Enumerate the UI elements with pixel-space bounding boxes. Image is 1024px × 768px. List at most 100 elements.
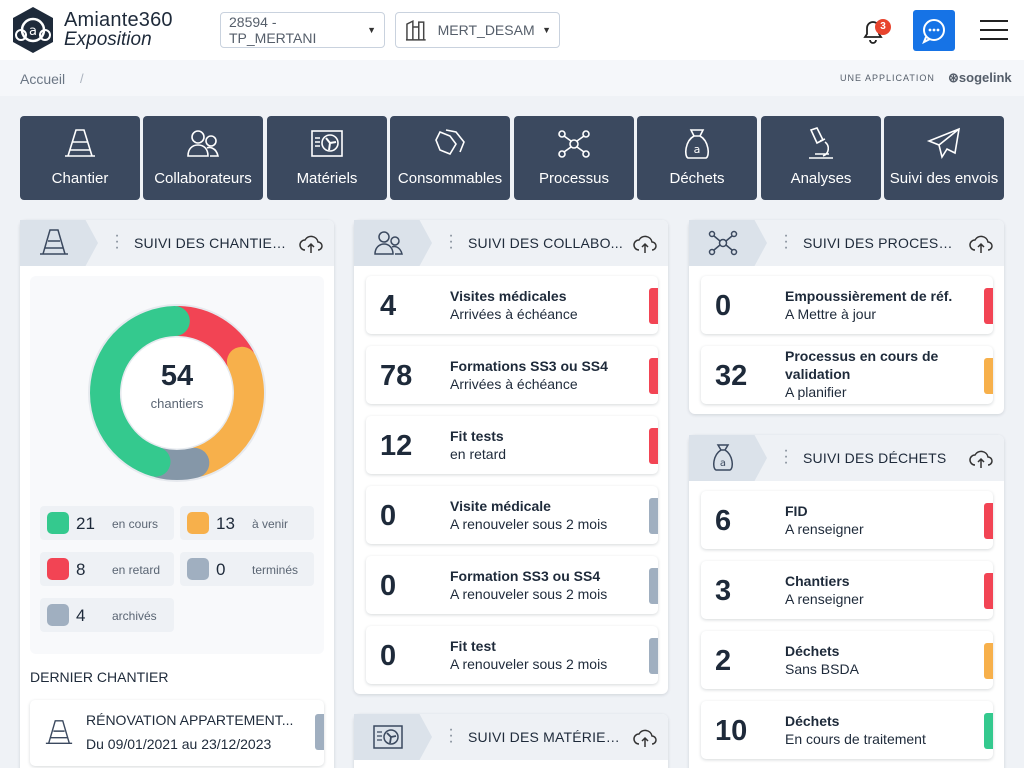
more-options-icon[interactable]: · · · — [783, 227, 789, 256]
stat-item[interactable]: 0 Visite médicale A renouveler sous 2 mo… — [366, 486, 658, 544]
legend-value: 4 — [76, 606, 86, 625]
stat-subtitle: Sans BSDA — [785, 661, 859, 677]
stat-subtitle: en retard — [450, 446, 507, 462]
hamburger-menu-icon[interactable] — [980, 20, 1008, 40]
more-options-icon[interactable]: · · · — [448, 721, 454, 750]
stat-value: 32 — [715, 360, 748, 392]
stat-subtitle: A renouveler sous 2 mois — [450, 516, 608, 532]
stat-item[interactable]: 78 Formations SS3 ou SS4 Arrivées à éché… — [366, 346, 658, 404]
tile-label: Collaborateurs — [154, 170, 252, 187]
stat-item[interactable]: 12 Fit tests en retard — [366, 416, 658, 474]
app-label: UNE APPLICATION — [840, 73, 935, 83]
legend-swatch — [187, 558, 209, 580]
legend-archives[interactable]: 4 archivés — [40, 598, 174, 632]
cloud-upload-icon[interactable] — [968, 231, 994, 257]
amiante360-logo-icon[interactable]: a — [10, 5, 56, 55]
legend-label: archivés — [112, 609, 157, 623]
status-bar — [649, 568, 658, 604]
stat-value: 0 — [380, 500, 397, 532]
chevron-down-icon: ▼ — [367, 25, 376, 35]
module-tiles: Chantier Collaborateurs Matériels Consom… — [20, 116, 1004, 200]
stat-title: Empoussièrement de réf. — [785, 288, 953, 304]
project-select[interactable]: 28594 - TP_MERTANI ▼ — [220, 12, 385, 48]
donut-segment-à-venir — [183, 346, 264, 477]
stat-item[interactable]: 0 Empoussièrement de réf. A Mettre à jou… — [701, 276, 993, 334]
chat-button[interactable] — [913, 10, 955, 51]
donut-total: 54 — [160, 360, 194, 392]
stat-item[interactable]: 0 Formation SS3 ou SS4 A renouveler sous… — [366, 556, 658, 614]
legend-a-venir[interactable]: 13 à venir — [180, 506, 314, 540]
cone-icon — [45, 720, 73, 745]
network-icon — [708, 230, 738, 256]
legend-swatch — [47, 558, 69, 580]
cloud-upload-icon[interactable] — [632, 231, 658, 257]
cloud-upload-icon[interactable] — [968, 446, 994, 472]
stat-title: Formations SS3 ou SS4 — [450, 358, 608, 374]
breadcrumb: Accueil / UNE APPLICATION ⊛sogelink — [0, 60, 1024, 96]
stat-subtitle: A renouveler sous 2 mois — [450, 656, 608, 672]
stat-title-line2: validation — [785, 366, 851, 382]
tile-label: Chantier — [51, 170, 109, 187]
status-bar — [984, 573, 993, 609]
fan-box-icon — [373, 725, 403, 749]
legend-en-cours[interactable]: 21 en cours — [40, 506, 174, 540]
cone-icon — [40, 229, 68, 255]
stat-item[interactable]: 4 Visites médicales Arrivées à échéance — [366, 276, 658, 334]
card-header: a · · · SUIVI DES DÉCHETS — [689, 435, 1004, 481]
tile-chantier[interactable]: Chantier — [20, 116, 140, 200]
last-chantier-card[interactable]: RÉNOVATION APPARTEMENT... Du 09/01/2021 … — [30, 700, 324, 766]
more-options-icon[interactable]: · · · — [114, 227, 120, 256]
more-options-icon[interactable]: · · · — [783, 442, 789, 471]
card-icon-tab: a — [689, 435, 767, 481]
legend-value: 0 — [216, 560, 226, 579]
stat-value: 10 — [715, 715, 748, 747]
legend-value: 13 — [216, 514, 235, 533]
last-chantier-dates: Du 09/01/2021 au 23/12/2023 — [86, 736, 272, 752]
legend-termines[interactable]: 0 terminés — [180, 552, 314, 586]
last-chantier-title: DERNIER CHANTIER — [30, 669, 169, 685]
legend-label: en retard — [112, 563, 161, 577]
legend-en-retard[interactable]: 8 en retard — [40, 552, 174, 586]
stat-value: 0 — [715, 290, 732, 322]
stat-value: 78 — [380, 360, 413, 392]
legend-label: terminés — [252, 563, 299, 577]
last-chantier-name: RÉNOVATION APPARTEMENT... — [86, 712, 294, 728]
cloud-upload-icon[interactable] — [632, 725, 658, 751]
stat-item[interactable]: 6 FID A renseigner — [701, 491, 993, 549]
stat-title: Visites médicales — [450, 288, 567, 304]
status-bar — [984, 358, 993, 394]
status-bar — [649, 288, 658, 324]
tile-collaborateurs[interactable]: Collaborateurs — [143, 116, 263, 200]
stat-value: 0 — [380, 570, 397, 602]
site-select[interactable]: MERT_DESAM ▼ — [395, 12, 560, 48]
tile-dechets[interactable]: a Déchets — [637, 116, 757, 200]
stat-item[interactable]: 2 Déchets Sans BSDA — [701, 631, 993, 689]
donut-segment-en-cours — [90, 306, 190, 477]
stat-item[interactable]: 0 Fit test A renouveler sous 2 mois — [366, 626, 658, 684]
stat-subtitle: Arrivées à échéance — [450, 376, 578, 392]
tile-suivi-des-envois[interactable]: Suivi des envois — [884, 116, 1004, 200]
chantiers-card: · · · SUIVI DES CHANTIERS 54 chantiers 21 … — [20, 220, 334, 768]
chantiers-donut-chart — [88, 304, 266, 482]
legend-value: 8 — [76, 560, 86, 579]
breadcrumb-home-link[interactable]: Accueil — [20, 71, 66, 87]
card-title: SUIVI DES MATÉRIELS — [468, 729, 623, 745]
card-icon-tab — [354, 220, 432, 266]
bag-icon: a — [684, 129, 710, 159]
stat-item[interactable]: 10 Déchets En cours de traitement — [701, 701, 993, 759]
tile-materiels[interactable]: Matériels — [267, 116, 387, 200]
stat-title: Formation SS3 ou SS4 — [450, 568, 601, 584]
stat-item[interactable]: 32 Processus en cours de validation A pl… — [701, 346, 993, 404]
tile-analyses[interactable]: Analyses — [761, 116, 881, 200]
collaborateurs-card: · · · SUIVI DES COLLABO... 4 Visites médic… — [354, 220, 668, 694]
tile-consommables[interactable]: Consommables — [390, 116, 510, 200]
svg-text:a: a — [720, 458, 726, 469]
card-icon-tab — [689, 220, 767, 266]
stat-item[interactable]: 3 Chantiers A renseigner — [701, 561, 993, 619]
cloud-upload-icon[interactable] — [298, 231, 324, 257]
tile-processus[interactable]: Processus — [514, 116, 634, 200]
stat-value: 12 — [380, 430, 413, 462]
more-options-icon[interactable]: · · · — [448, 227, 454, 256]
status-bar — [649, 428, 658, 464]
legend-value: 21 — [76, 514, 95, 533]
